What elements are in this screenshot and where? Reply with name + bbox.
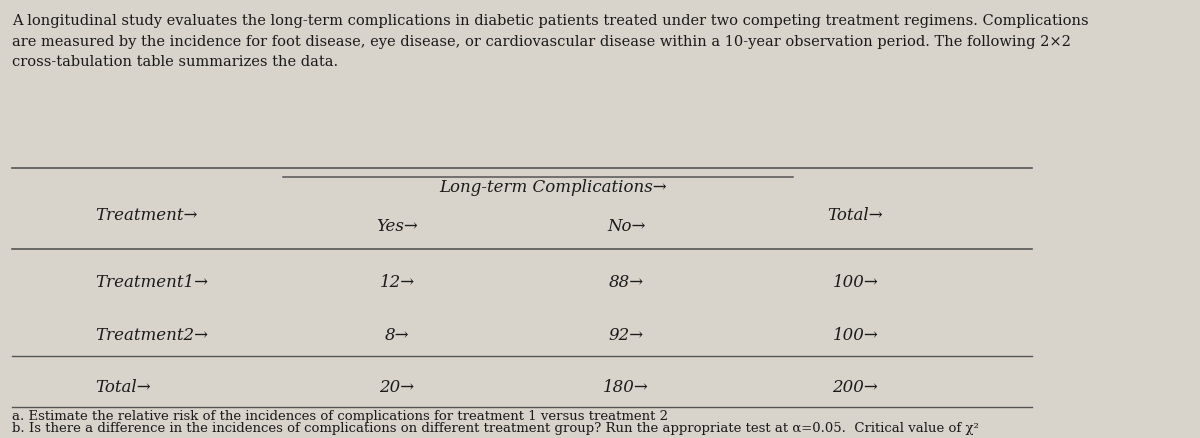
Text: Total→: Total→ — [828, 206, 883, 223]
Text: a. Estimate the relative risk of the incidences of complications for treatment 1: a. Estimate the relative risk of the inc… — [12, 410, 668, 423]
Text: Treatment1→: Treatment1→ — [95, 274, 208, 290]
Text: 88→: 88→ — [608, 274, 643, 290]
Text: 12→: 12→ — [379, 274, 415, 290]
Text: Total→: Total→ — [95, 378, 151, 395]
Text: 180→: 180→ — [604, 378, 649, 395]
Text: 100→: 100→ — [833, 326, 878, 343]
Text: Long-term Complications→: Long-term Complications→ — [439, 178, 667, 195]
Text: b. Is there a difference in the incidences of complications on different treatme: b. Is there a difference in the incidenc… — [12, 421, 979, 438]
Text: 92→: 92→ — [608, 326, 643, 343]
Text: 20→: 20→ — [379, 378, 415, 395]
Text: 8→: 8→ — [385, 326, 409, 343]
Text: Treatment2→: Treatment2→ — [95, 326, 208, 343]
Text: No→: No→ — [607, 217, 646, 234]
Text: Treatment→: Treatment→ — [95, 206, 198, 223]
Text: A longitudinal study evaluates the long-term complications in diabetic patients : A longitudinal study evaluates the long-… — [12, 14, 1088, 68]
Text: Yes→: Yes→ — [377, 217, 418, 234]
Text: 200→: 200→ — [833, 378, 878, 395]
Text: 100→: 100→ — [833, 274, 878, 290]
